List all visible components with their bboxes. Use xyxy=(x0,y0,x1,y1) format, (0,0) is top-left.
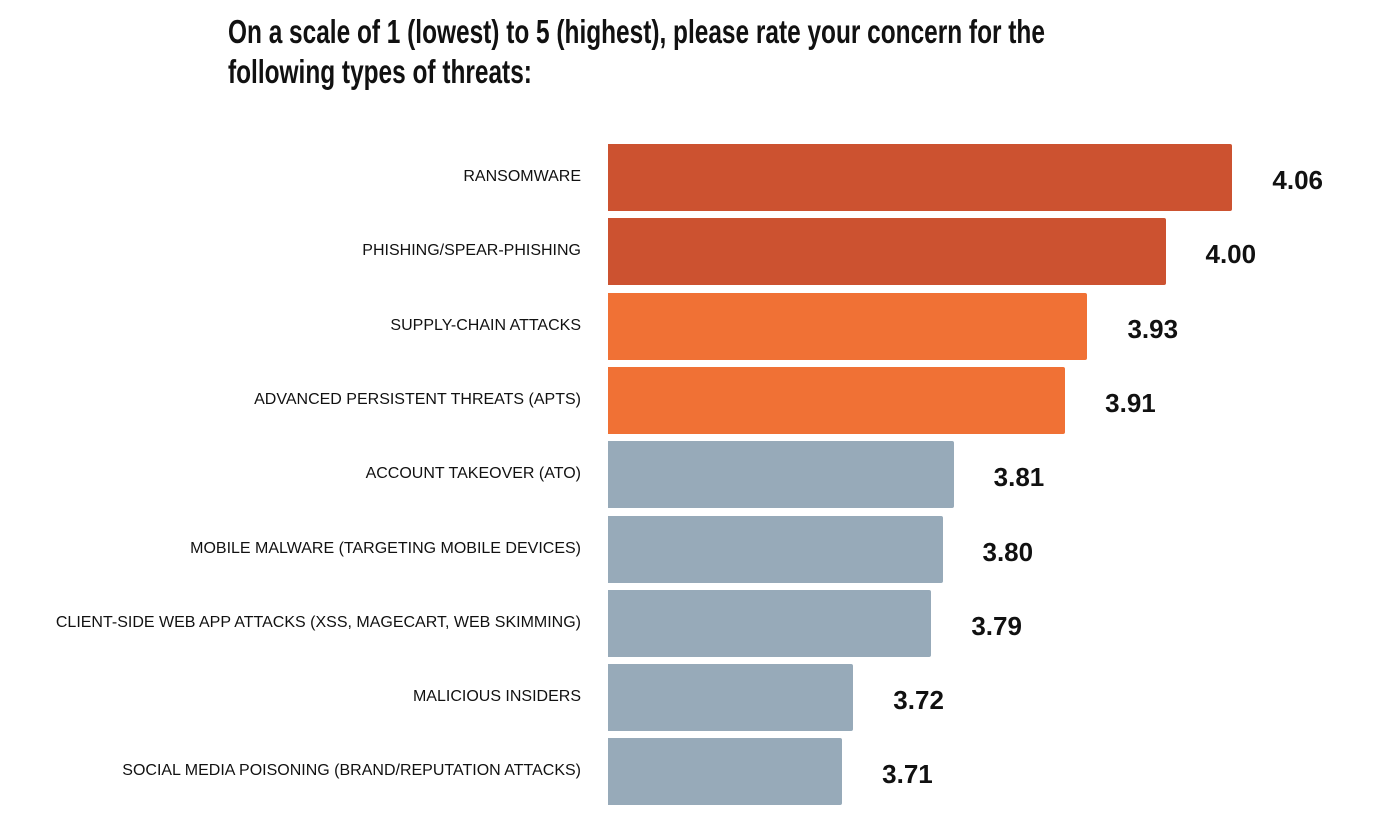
value-label: 3.91 xyxy=(1105,387,1156,418)
bar xyxy=(608,144,1233,211)
value-label: 4.06 xyxy=(1272,165,1323,195)
category-label: MALICIOUS INSIDERS xyxy=(412,688,581,706)
bar xyxy=(608,589,932,657)
value-label: 4.00 xyxy=(1205,239,1257,270)
bar xyxy=(608,292,1088,360)
category-label: RANSOMWARE xyxy=(463,168,581,185)
chart-title: On a scale of 1 (lowest) to 5 (highest),… xyxy=(228,12,1045,92)
value-label: 3.80 xyxy=(982,536,1034,567)
category-label: ADVANCED PERSISTENT THREATS (APTS) xyxy=(254,390,581,408)
value-label: 3.79 xyxy=(971,610,1022,641)
category-label: MOBILE MALWARE (TARGETING MOBILE DEVICES… xyxy=(190,539,581,557)
title-line-1: On a scale of 1 (lowest) to 5 (highest),… xyxy=(228,13,1045,50)
category-label: CLIENT-SIDE WEB APP ATTACKS (XSS, MAGECA… xyxy=(55,613,581,631)
category-label: PHISHING/SPEAR-PHISHING xyxy=(362,242,581,260)
category-label: ACCOUNT TAKEOVER (ATO) xyxy=(365,465,581,483)
category-label: SOCIAL MEDIA POISONING (BRAND/REPUTATION… xyxy=(122,762,581,780)
value-label: 3.93 xyxy=(1127,313,1179,344)
bar xyxy=(608,738,843,806)
bar xyxy=(608,218,1166,286)
value-label: 3.71 xyxy=(882,759,933,790)
bar xyxy=(608,664,854,732)
category-label: SUPPLY-CHAIN ATTACKS xyxy=(390,316,581,334)
bar xyxy=(608,366,1066,434)
value-label: 3.72 xyxy=(893,685,944,716)
bar xyxy=(608,441,954,509)
title-line-2: following types of threats: xyxy=(228,53,532,90)
bar xyxy=(608,515,943,583)
value-label: 3.81 xyxy=(993,462,1045,493)
